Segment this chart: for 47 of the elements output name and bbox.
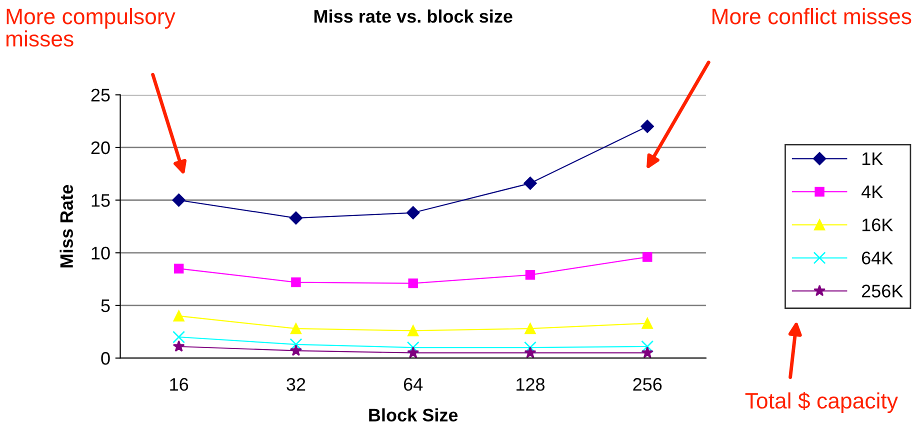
point bbox=[525, 270, 536, 280]
point bbox=[524, 346, 536, 358]
point bbox=[290, 338, 302, 351]
x-tick-label: 256 bbox=[633, 378, 662, 391]
point bbox=[641, 340, 654, 353]
y-tick-label: 20 bbox=[91, 141, 110, 154]
text: Total $ capacity bbox=[745, 392, 898, 414]
point bbox=[524, 323, 536, 334]
y-tick-label: 0 bbox=[101, 352, 110, 365]
x-tick-label: 32 bbox=[286, 378, 306, 391]
y-tick-label: 15 bbox=[92, 194, 110, 207]
point bbox=[290, 323, 302, 334]
point bbox=[642, 252, 652, 262]
point bbox=[642, 318, 653, 329]
legend-label: 4K bbox=[862, 186, 883, 198]
x-tick-label: 64 bbox=[404, 378, 423, 391]
x-tick-label: 128 bbox=[516, 378, 545, 391]
point bbox=[290, 344, 302, 356]
point bbox=[172, 194, 186, 207]
point bbox=[407, 346, 420, 358]
point bbox=[172, 340, 185, 352]
point bbox=[524, 176, 537, 190]
legend-label: 16K bbox=[862, 218, 894, 232]
y-tick-label: 25 bbox=[91, 88, 110, 102]
point bbox=[174, 264, 184, 274]
y-tick-label: 10 bbox=[92, 246, 110, 260]
text: More compulsory misses bbox=[6, 8, 176, 47]
y-tick-label: 5 bbox=[101, 300, 110, 312]
point bbox=[641, 346, 654, 358]
chart-title: Miss rate vs. block size bbox=[314, 10, 512, 23]
legend-label: 1K bbox=[862, 152, 883, 165]
x-tick-label: 16 bbox=[170, 378, 188, 391]
point bbox=[406, 341, 420, 354]
x-axis-title: Block Size bbox=[369, 408, 458, 422]
point bbox=[524, 341, 536, 354]
legend-label: 256K bbox=[862, 284, 904, 298]
legend-label: 64K bbox=[862, 252, 894, 264]
point bbox=[640, 120, 654, 133]
text: More conflict misses bbox=[712, 8, 912, 24]
point bbox=[408, 325, 419, 336]
point bbox=[408, 278, 418, 288]
point bbox=[172, 330, 186, 344]
point bbox=[406, 206, 420, 220]
point bbox=[291, 277, 301, 288]
point bbox=[173, 310, 184, 322]
y-axis-title: Miss Rate bbox=[60, 184, 73, 268]
point bbox=[289, 211, 303, 225]
